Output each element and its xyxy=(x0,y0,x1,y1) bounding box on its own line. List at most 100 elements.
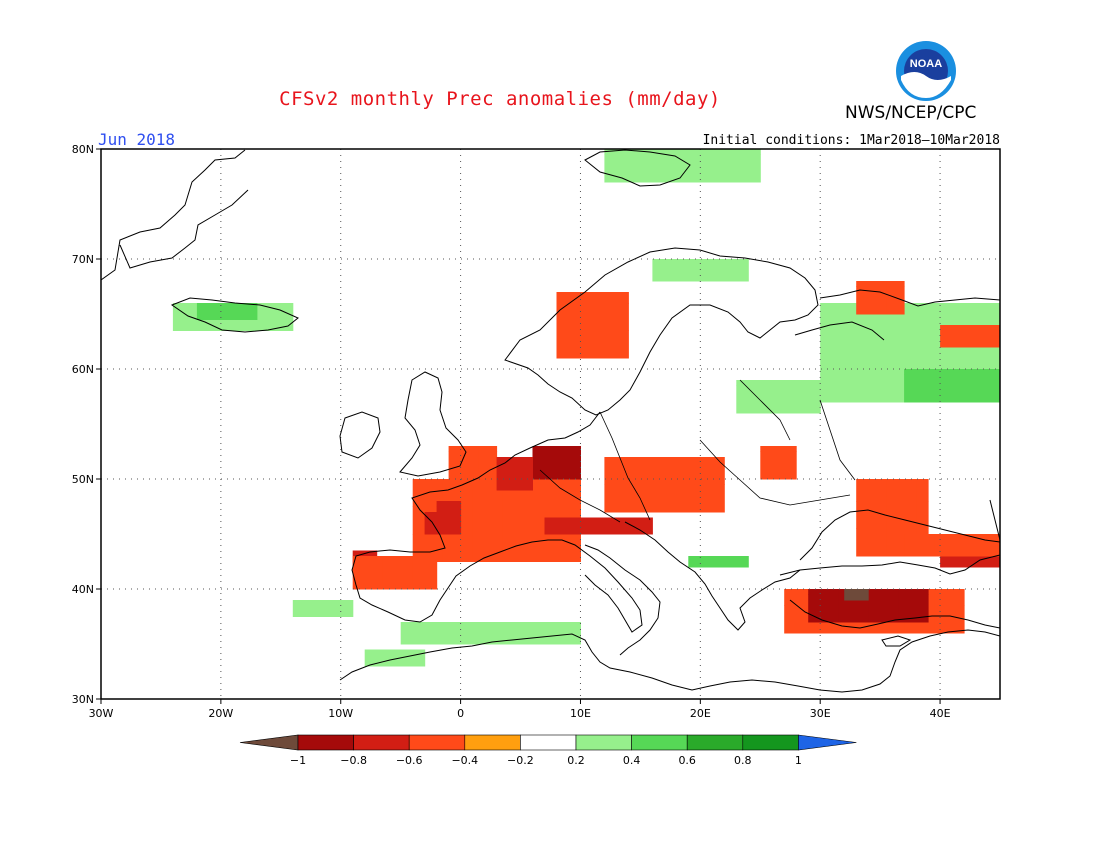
anomaly-cell xyxy=(664,457,695,485)
latitude-ticks: 80N 70N 60N 50N 40N 30N xyxy=(72,143,101,706)
anomaly-cell xyxy=(856,281,887,287)
svg-text:NOAA: NOAA xyxy=(910,58,942,70)
legend-tick-label: 1 xyxy=(795,754,802,767)
legend-swatch xyxy=(520,734,577,751)
anomaly-cell xyxy=(604,154,635,183)
anomaly-cell xyxy=(820,374,851,403)
legend-swatch xyxy=(408,734,466,751)
anomaly-cell xyxy=(478,451,498,480)
anomaly-cell xyxy=(616,292,629,304)
lon-tick-label: 40E xyxy=(930,707,951,720)
anomaly-cell xyxy=(502,534,534,562)
anomaly-cell xyxy=(808,589,839,595)
anomaly-cell xyxy=(586,330,617,359)
anomaly-cell xyxy=(844,589,869,601)
initial-conditions: Initial conditions: 1Mar2018–10Mar2018 xyxy=(702,133,1000,148)
legend-tick-label: 0.4 xyxy=(623,754,641,767)
legend-swatch xyxy=(297,734,354,751)
lon-tick-label: 20E xyxy=(690,707,711,720)
anomaly-cell xyxy=(886,281,905,287)
color-legend: −1 −0.8 −0.6 −0.4 −0.2 0.2 0.4 0.6 0.8 1 xyxy=(239,734,857,767)
anomaly-cell xyxy=(352,556,384,562)
anomaly-cell xyxy=(820,347,851,375)
anomaly-cell xyxy=(850,374,881,403)
anomaly-cell xyxy=(400,622,432,645)
anomaly-cell xyxy=(634,484,665,513)
legend-swatch xyxy=(686,734,744,751)
anomaly-cell xyxy=(910,319,941,348)
anomaly-cell xyxy=(886,501,917,529)
anomaly-cell xyxy=(904,374,935,403)
legend-tick-label: −0.6 xyxy=(396,754,423,767)
lon-tick-label: 0 xyxy=(457,707,464,720)
anomaly-cell xyxy=(904,369,935,375)
anomaly-cell xyxy=(616,330,629,359)
anomaly-cell xyxy=(604,484,635,513)
anomaly-cell xyxy=(520,622,551,645)
anomaly-cell xyxy=(634,517,653,535)
lat-tick-label: 50N xyxy=(72,473,94,486)
anomaly-cell xyxy=(652,259,683,282)
legend-swatch xyxy=(353,734,410,751)
lat-tick-label: 80N xyxy=(72,143,94,156)
anomaly-cell xyxy=(364,649,396,667)
map-frame xyxy=(100,148,1001,700)
anomaly-cell xyxy=(604,457,635,485)
anomaly-cell xyxy=(532,479,563,507)
anomaly-cell xyxy=(556,292,587,304)
anomaly-cell xyxy=(742,259,749,282)
lon-tick-label: 10E xyxy=(570,707,591,720)
lon-tick-label: 30E xyxy=(810,707,831,720)
anomaly-cell xyxy=(532,534,563,562)
anomaly-cell xyxy=(910,303,941,320)
anomaly-cell xyxy=(880,319,911,348)
anomaly-cell xyxy=(448,451,480,480)
anomaly-cell xyxy=(934,369,965,375)
anomaly-cell xyxy=(490,622,522,645)
legend-tick-label: −1 xyxy=(290,754,306,767)
anomaly-cell xyxy=(898,589,929,595)
anomaly-cell xyxy=(904,534,935,557)
anomaly-cell xyxy=(430,622,462,645)
lat-tick-label: 40N xyxy=(72,583,94,596)
anomaly-cell xyxy=(496,462,528,491)
anomaly-cell xyxy=(562,534,581,562)
anomaly-cell xyxy=(916,501,929,529)
anomaly-cell xyxy=(604,517,635,535)
anomaly-cell xyxy=(964,369,995,375)
anomaly-cell xyxy=(532,446,563,452)
anomaly-cell xyxy=(556,303,587,331)
legend-tick-label: 0.8 xyxy=(734,754,752,767)
anomaly-cell xyxy=(694,149,725,155)
anomaly-cell xyxy=(994,374,1000,403)
anomaly-cell xyxy=(532,451,563,480)
legend-swatch xyxy=(631,734,688,751)
legend-tick-label: 0.2 xyxy=(567,754,585,767)
anomaly-cell xyxy=(724,149,755,155)
anomaly-cell xyxy=(424,512,450,535)
anomaly-cell xyxy=(766,385,797,414)
anomaly-cell xyxy=(934,534,965,557)
anomaly-cell xyxy=(496,457,528,463)
anomaly-cell xyxy=(616,303,629,331)
anomaly-cell xyxy=(718,556,749,568)
anomaly-cell xyxy=(790,446,797,452)
anomaly-cell xyxy=(754,154,761,183)
anomaly-cell xyxy=(820,303,851,320)
legend-arrow-high xyxy=(798,734,857,751)
anomaly-cell xyxy=(412,556,438,562)
lat-tick-label: 70N xyxy=(72,253,94,266)
longitude-ticks: 30W 20W 10W 0 10E 20E 30E 40E xyxy=(89,699,951,720)
anomaly-cell xyxy=(796,380,821,386)
anomaly-cell xyxy=(790,451,797,480)
anomaly-cell xyxy=(664,149,695,155)
anomaly-cell xyxy=(940,303,971,320)
anomaly-cell xyxy=(550,622,581,645)
anomaly-cell xyxy=(586,303,617,331)
anomaly-cell xyxy=(934,605,965,634)
anomaly-cell xyxy=(442,534,474,562)
anomaly-cell xyxy=(736,385,767,414)
anomaly-cell xyxy=(886,479,917,502)
anomaly-cell xyxy=(544,517,575,535)
anomaly-cell xyxy=(472,506,504,535)
